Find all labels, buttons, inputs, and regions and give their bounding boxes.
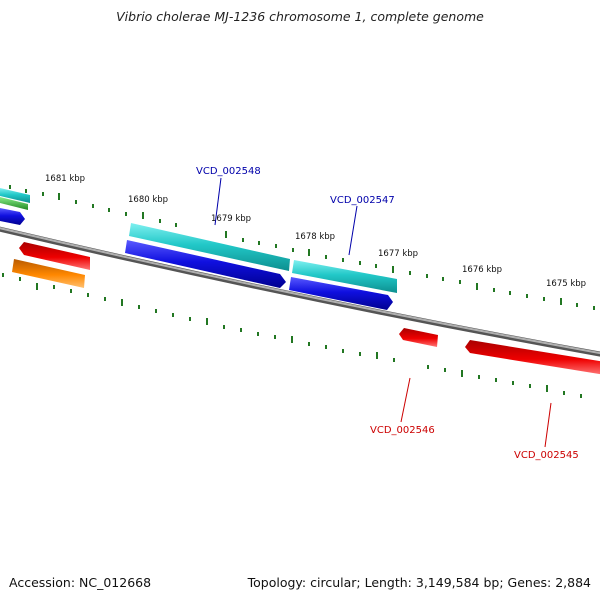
kbp-label: 1675 kbp	[546, 279, 586, 289]
gene-label[interactable]: VCD_002548	[196, 166, 261, 177]
gene-label[interactable]: VCD_002546	[370, 425, 435, 436]
gene-arrow-cyan[interactable]	[129, 223, 290, 271]
inner-tick-row	[2, 273, 582, 398]
kbp-label: 1677 kbp	[378, 249, 418, 259]
outer-tick-row	[9, 185, 595, 310]
kbp-label: 1681 kbp	[45, 174, 85, 184]
gene-callout: VCD_002546	[370, 377, 435, 436]
chromosome-backbone	[0, 226, 600, 357]
gene-arrow-red[interactable]	[399, 328, 438, 347]
gene-arrow-cyan[interactable]	[292, 260, 397, 293]
gene-arrow-red[interactable]	[465, 340, 600, 375]
accession-text: Accession: NC_012668	[9, 575, 152, 590]
gene-callout: VCD_002548	[196, 166, 261, 226]
kbp-label: 1678 kbp	[295, 232, 335, 242]
gene-arrow-blue[interactable]	[0, 208, 25, 225]
kbp-label: 1679 kbp	[211, 214, 251, 224]
gene-label[interactable]: VCD_002547	[330, 195, 395, 206]
kbp-label: 1680 kbp	[128, 195, 168, 205]
gene-arrow-blue[interactable]	[289, 277, 393, 310]
gene-label[interactable]: VCD_002545	[514, 450, 579, 461]
genome-summary-text: Topology: circular; Length: 3,149,584 bp…	[247, 575, 591, 590]
gene-arrow-orange[interactable]	[12, 259, 85, 288]
kbp-label: 1676 kbp	[462, 265, 502, 275]
gene-arrow-blue[interactable]	[125, 240, 286, 288]
gene-arrow-red[interactable]	[19, 242, 90, 270]
gene-arrow-cyan[interactable]	[0, 188, 30, 203]
gene-callout: VCD_002545	[514, 402, 579, 461]
map-title: Vibrio cholerae MJ-1236 chromosome 1, co…	[116, 9, 484, 24]
gene-callout: VCD_002547	[330, 195, 395, 256]
gene-arrow-green[interactable]	[0, 197, 28, 210]
